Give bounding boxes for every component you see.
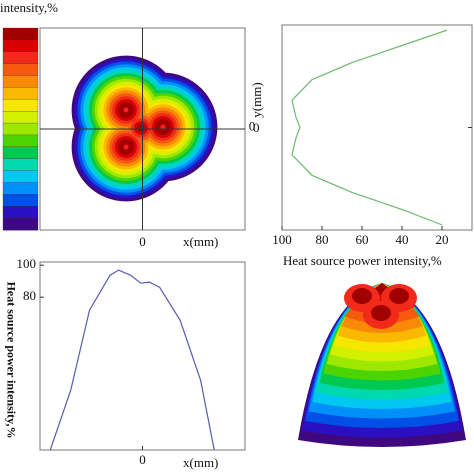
color-bar-swatch — [2, 194, 39, 207]
color-bar-swatch — [2, 170, 39, 183]
surface-peak — [389, 288, 409, 304]
x-tick-label: 80 — [316, 232, 329, 247]
heat-source — [123, 107, 129, 113]
x-axis-label: Heat source power intensity,% — [283, 253, 442, 268]
color-bar-swatch — [2, 87, 39, 100]
y-tick-label: 0 — [249, 118, 256, 133]
color-bar-swatch — [2, 146, 39, 160]
color-bar-swatch — [2, 63, 39, 76]
color-bar-swatch — [2, 51, 39, 65]
color-bar-swatch — [2, 182, 39, 195]
legend-title: intensity,% — [0, 0, 58, 15]
heat-source — [123, 144, 129, 150]
y-tick-label: 0 — [253, 120, 260, 135]
x-tick-label: 0 — [139, 452, 146, 467]
y-tick-label: 100 — [17, 256, 37, 271]
x-tick-label: 40 — [396, 232, 409, 247]
data-line — [49, 269, 215, 451]
surface-peak — [371, 305, 391, 321]
x-tick-label: 60 — [356, 232, 369, 247]
color-bar-swatch — [2, 134, 39, 148]
x-tick-label: 0 — [139, 234, 146, 249]
contour-level — [137, 124, 145, 132]
color-bar-swatch — [2, 39, 39, 53]
x-axis-label: x(mm) — [183, 234, 218, 249]
surface-peak — [352, 288, 372, 304]
color-bar-swatch — [2, 75, 39, 88]
color-bar-swatch — [2, 158, 39, 172]
x-tick-label: 100 — [272, 232, 292, 247]
panel-frame — [281, 24, 473, 231]
data-line — [291, 29, 448, 226]
color-bar-swatch — [2, 99, 39, 112]
x-axis-label: x(mm) — [183, 455, 218, 470]
color-bar-swatch — [2, 111, 39, 124]
panel-frame — [39, 261, 246, 451]
color-bar-swatch — [2, 206, 39, 219]
x-tick-label: 20 — [436, 232, 449, 247]
y-axis-label: Heat source power intensity,% — [4, 282, 18, 439]
y-tick-label: 80 — [23, 288, 36, 303]
surface-plot — [298, 283, 466, 447]
heat-source — [160, 124, 166, 130]
color-bar-swatch — [2, 122, 39, 136]
y-axis-label: y(mm) — [249, 82, 264, 117]
color-bar-swatch — [2, 217, 39, 231]
color-bar-swatch — [2, 27, 39, 41]
